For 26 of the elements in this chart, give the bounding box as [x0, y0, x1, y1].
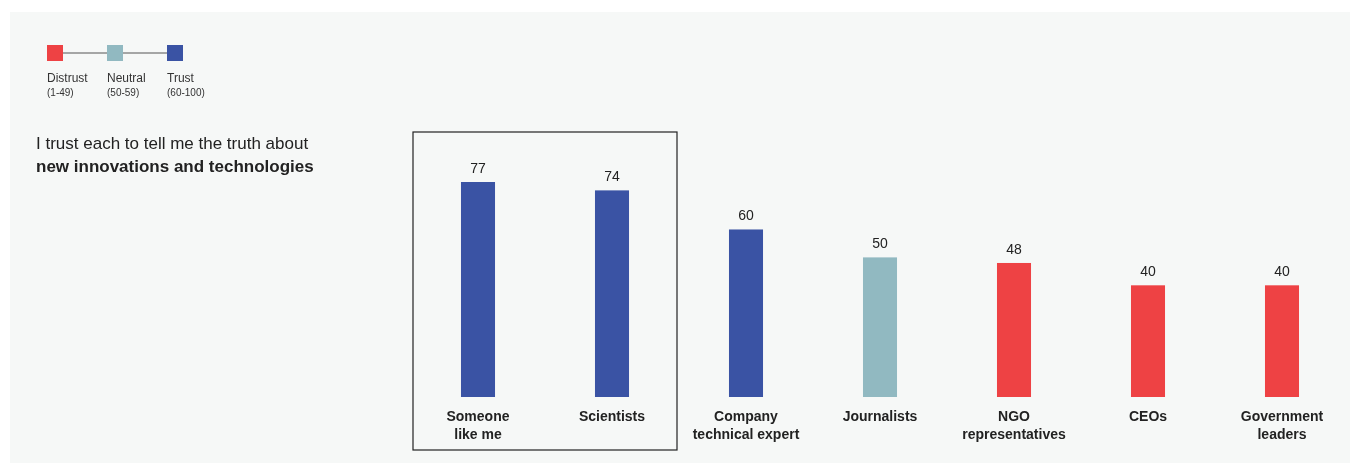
bar — [1130, 285, 1166, 397]
data-label: 50 — [872, 235, 888, 252]
x-tick-label: Company technical expert — [692, 408, 800, 442]
data-label: 74 — [604, 168, 620, 185]
legend-label: Distrust (1-49) — [47, 71, 89, 98]
bar — [862, 257, 898, 397]
x-tick-label: Government leaders — [1240, 408, 1324, 442]
data-label: 60 — [738, 207, 754, 224]
x-tick-label: Someone like me — [446, 408, 510, 442]
legend-label: Trust (60-100) — [167, 71, 205, 98]
data-label: 77 — [470, 160, 486, 176]
bar — [460, 182, 496, 397]
bar — [996, 262, 1032, 397]
x-tick-label: Scientists — [578, 408, 646, 424]
x-tick-label: CEOs — [1128, 408, 1168, 424]
data-label: 48 — [1006, 240, 1022, 257]
text: I trust each to tell me the truth about — [36, 134, 309, 153]
x-tick-label: Journalists — [842, 408, 918, 424]
data-label: 40 — [1140, 263, 1156, 280]
legend-label: Neutral (50-59) — [107, 71, 146, 98]
bar — [594, 190, 630, 397]
data-label: 40 — [1274, 263, 1290, 280]
bar — [1264, 285, 1300, 397]
x-tick-label: NGO representatives — [962, 408, 1066, 442]
text: new innovations and technologies — [36, 157, 314, 176]
bar — [728, 229, 764, 397]
